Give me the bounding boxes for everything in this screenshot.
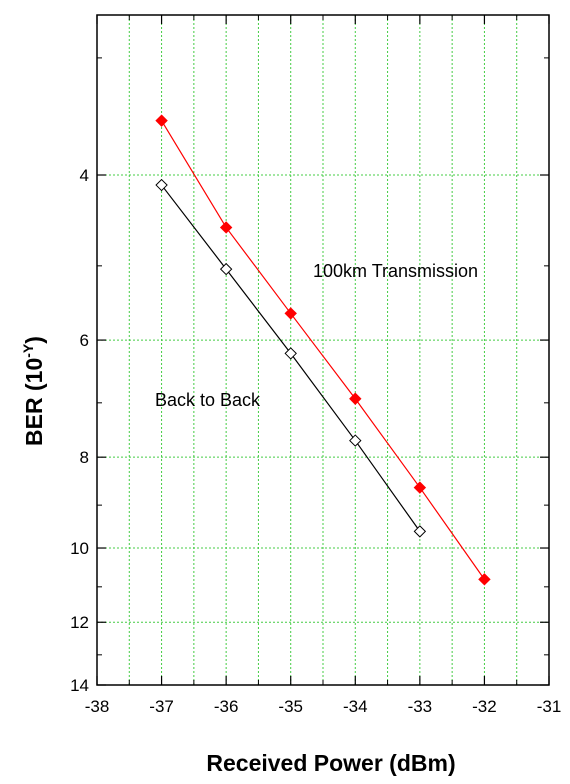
plot-frame: [96, 14, 550, 686]
series-back-to-back-point: [413, 525, 427, 538]
series-back-to-back-point: [219, 262, 233, 276]
y-tick-label: 6: [80, 331, 89, 350]
series-100km-point: [413, 481, 427, 494]
grid: [96, 15, 550, 686]
y-axis-title-sup: -Y: [20, 343, 36, 358]
y-axis-title-close: ): [21, 336, 47, 344]
series-back-to-back-point: [349, 434, 362, 447]
x-tick-label: -37: [149, 697, 174, 716]
series-label-back-to-back: Back to Back: [155, 390, 261, 410]
x-tick-label: -32: [472, 697, 497, 716]
y-tick-label: 8: [80, 448, 89, 467]
y-tick-label: 10: [70, 539, 89, 558]
tick-labels: -38 -37 -36 -35 -34 -33 -32 -31 4 6 8 10 12 14: [70, 166, 561, 716]
series-100km-point: [155, 114, 168, 127]
x-tick-label: -36: [214, 697, 239, 716]
y-axis-title: BER (10-Y): [20, 336, 47, 446]
series-back-to-back-point: [155, 178, 168, 192]
y-tick-label: 14: [70, 676, 89, 695]
x-tick-label: -34: [343, 697, 368, 716]
series-100km-point: [284, 307, 297, 320]
x-tick-label: -38: [85, 697, 110, 716]
series-100km-point: [478, 573, 491, 586]
series-label-100km: 100km Transmission: [313, 261, 478, 281]
series-100km-point: [349, 392, 362, 405]
y-tick-label: 12: [70, 613, 89, 632]
x-axis-title: Received Power (dBm): [206, 750, 455, 776]
series-100km-point: [219, 221, 233, 234]
x-tick-label: -33: [408, 697, 433, 716]
x-tick-label: -35: [278, 697, 303, 716]
x-tick-label: -31: [537, 697, 562, 716]
series-layer: [155, 114, 491, 586]
series-100km-line: [161, 120, 485, 580]
series-back-to-back-point: [284, 347, 297, 360]
y-tick-label: 4: [80, 166, 89, 185]
y-axis-title-main: BER (10: [21, 358, 47, 446]
